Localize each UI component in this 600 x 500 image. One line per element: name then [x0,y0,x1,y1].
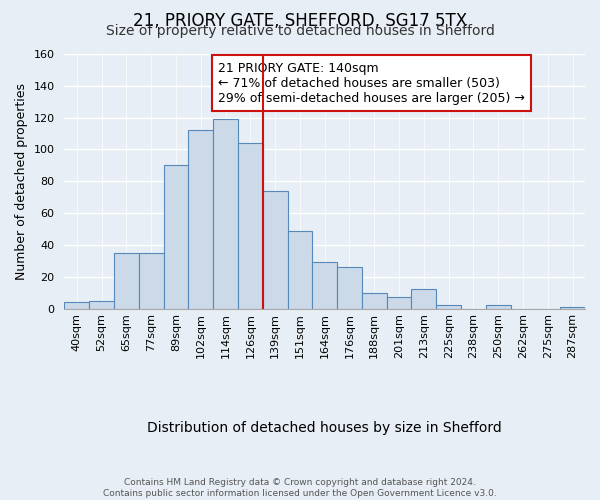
Text: Size of property relative to detached houses in Shefford: Size of property relative to detached ho… [106,24,494,38]
Bar [287,230,313,308]
Bar [139,253,164,308]
Bar [213,119,238,308]
Bar [64,302,89,308]
Bar [188,130,213,308]
Y-axis label: Number of detached properties: Number of detached properties [15,83,28,280]
Bar [436,306,461,308]
Bar [362,292,386,308]
Bar [560,307,585,308]
Bar [412,290,436,308]
Text: 21 PRIORY GATE: 140sqm
← 71% of detached houses are smaller (503)
29% of semi-de: 21 PRIORY GATE: 140sqm ← 71% of detached… [218,62,525,104]
Bar [337,267,362,308]
Bar [313,262,337,308]
Bar [114,253,139,308]
Text: 21, PRIORY GATE, SHEFFORD, SG17 5TX: 21, PRIORY GATE, SHEFFORD, SG17 5TX [133,12,467,30]
Bar [263,191,287,308]
Bar [386,298,412,308]
Bar [238,143,263,308]
Text: Contains HM Land Registry data © Crown copyright and database right 2024.
Contai: Contains HM Land Registry data © Crown c… [103,478,497,498]
Bar [89,300,114,308]
Bar [486,306,511,308]
Bar [164,166,188,308]
X-axis label: Distribution of detached houses by size in Shefford: Distribution of detached houses by size … [148,421,502,435]
